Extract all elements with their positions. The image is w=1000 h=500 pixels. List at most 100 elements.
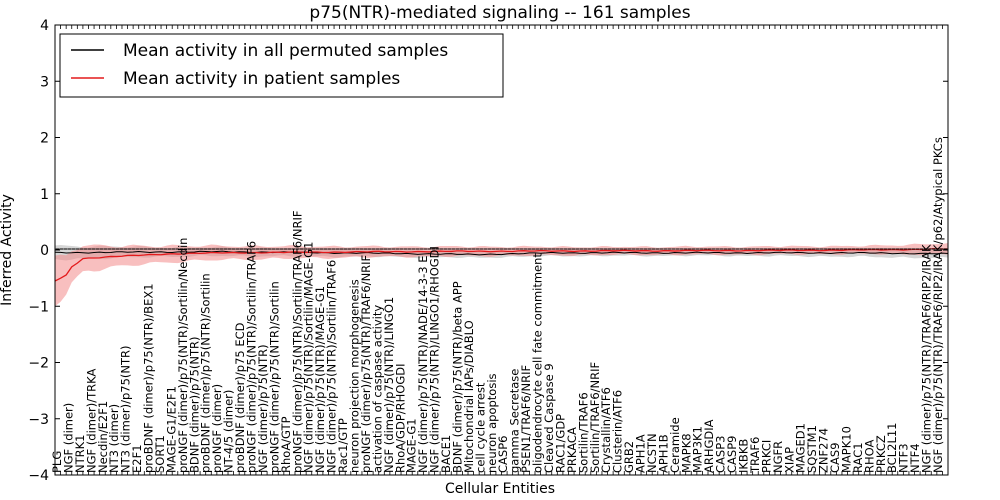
x-category-label: Cleaved Caspase 9 [542,363,556,473]
x-category-label: CAS9 [828,442,842,473]
y-tick-label: −2 [28,356,49,372]
x-category-label: proNGF (dimer)/p75(NTR)/Sortilin/TRAF6 [245,241,259,473]
legend-label-patient: Mean activity in patient samples [123,69,400,89]
x-category-label: BACE1 [439,435,453,473]
x-category-label: activation of caspase activity [370,305,384,473]
x-category-label: NGFR [771,441,785,473]
x-axis-label: Cellular Entities [445,481,555,497]
y-tick-label: 1 [40,187,49,203]
x-category-label: PSEN1/TRAF6/NRIF [519,365,533,473]
x-category-label: NTRK1 [73,435,87,473]
x-category-label: BCL2L11 [885,423,899,473]
y-axis-label: Inferred Activity [0,194,15,306]
x-category-label: NTF4 [908,443,922,473]
x-category-label: RAC1 [851,442,865,473]
x-category-label: Sortilin/TRAF6 [576,392,590,473]
x-category-label: NGF (dimer)/p75(NTR)/TRAF6/RIP2/IRAK [920,244,934,473]
x-category-label: PRKCZ [874,435,888,473]
y-tick-label: 2 [40,131,49,147]
x-category-label: proBDNF (dimer)/p75(NTR)/Sortilin [199,273,213,473]
x-category-label: proNGF (dimer)/p75(NTR)/Sortilin/Necdin [176,238,190,473]
x-category-label: Ceramide [668,417,682,473]
x-category-label: MAPK10 [839,426,853,473]
x-category-label: NGF (dimer)/p75(NTR)/NADE/14-3-3 E [416,256,430,473]
series-line-0 [54,250,949,256]
y-tick-label: −1 [28,299,49,315]
x-category-label: NGF (dimer)/p75(NTR) [256,344,270,473]
x-category-label: MAGE-G1 [405,418,419,473]
x-category-label: proNGF (dimer)/p75(NTR)/Sortilin [267,281,281,473]
x-category-label: NT-4/5 (dimer) [222,390,236,473]
x-category-label: NGF (dimer)/TRKA [84,369,98,473]
line-layer [54,248,949,282]
x-category-label: XIAP [782,447,796,473]
x-category-label: Mitochondrial IAPs/DIABLO [462,320,476,473]
x-category-label: neuron apoptosis [485,373,499,473]
legend: Mean activity in all permuted samples Me… [59,33,504,98]
x-category-label: E2F1 [130,444,144,473]
y-tick-label: −4 [28,468,49,484]
x-category-label: NGF (dimer)/p75(NTR)/Sortilin/TRAF6 [325,260,339,473]
x-category-label: cell cycle arrest [473,382,487,473]
x-category-label: Rac1/GTP [336,418,350,473]
x-category-label: APH1A [634,434,648,473]
x-category-label: oligodendrocyte cell fate commitment [531,253,545,473]
x-category-label: ZNF274 [817,428,831,473]
x-category-label: NGF (dimer) [61,403,75,473]
x-category-label: proNGF (dimer)/p75(NTR)/Sortilin/TRAF6/N… [290,211,304,473]
x-category-label: Crystallin/ATF6 [599,387,613,473]
x-category-label: CASP9 [725,436,739,473]
x-category-label: Necdin/E2F1 [96,401,110,473]
y-tick-label: 4 [40,18,49,34]
x-category-label: proNGF (dimer)/p75(NTR)/TRAF6/NRIF [359,255,373,473]
x-tick-layer [54,25,949,475]
x-category-label: RHOA [862,440,876,473]
x-category-label: PLG [50,451,64,473]
x-category-label: MAGED1 [794,423,808,473]
x-category-label: proBDNF (dimer)/p75 ECD [233,322,247,473]
y-tick-label: −3 [28,412,49,428]
x-category-label: SQSTM1 [805,425,819,473]
x-category-label: MAP3K1 [691,426,705,473]
x-category-label: ARHGDIA [702,419,716,473]
x-category-label: GRB2 [622,441,636,473]
x-category-label: proNGF (dimer) [210,384,224,473]
x-category-label: BDNF (dimer)/p75(NTR) [187,337,201,474]
y-tick-label: 3 [40,74,49,90]
x-category-label: NGF (dimer)/p75(NTR)/TRAF6/RIP2/IRAK/p62… [931,137,945,473]
x-category-label: PRKACA [565,427,579,473]
x-category-label: NT3 (dimer)/p75(NTR) [119,346,133,473]
x-category-label: neuron projection morphogenesis [347,279,361,473]
x-category-label: CASP6 [496,436,510,473]
x-category-label: TRAF6 [748,437,762,474]
x-category-label: SORT1 [153,435,167,473]
y-axis: −4 −3 −2 −1 0 1 2 3 4 [28,18,948,484]
x-category-label: gamma Secretase [508,369,522,473]
x-category-label: CASP3 [714,436,728,473]
x-category-label: NT3 (dimer) [107,404,121,473]
x-category-label: RhoA/GDP/RHOGDI [393,364,407,473]
series-line-1 [54,248,949,282]
x-category-label: Clusterin/ATF6 [611,390,625,473]
x-category-label: NGF (dimer)/p75(NTR)/MAGE-G1 [313,286,327,473]
x-category-label: IKBKB [736,439,750,473]
legend-box [59,33,504,98]
legend-label-permuted: Mean activity in all permuted samples [123,41,448,61]
x-category-label: PRKCI [759,440,773,473]
x-category-label: RhoA/GTP [279,416,293,473]
x-category-label: APH1B [656,434,670,473]
x-category-label: BDNF (dimer)/p75(NTR)/beta APP [450,281,464,473]
chart-title: p75(NTR)-mediated signaling -- 161 sampl… [309,3,690,23]
x-category-label: NTF3 [897,443,911,473]
x-category-label: MAGE-G1/E2F1 [164,386,178,473]
x-category-label: proBDNF (dimer)/p75(NTR)/BEX1 [142,283,156,473]
x-category-label: NGF (dimer)/p75(NTR)/LINGO1/RHOGDI [428,246,442,473]
x-category-label: RAC1/GDP [553,414,567,473]
x-category-label: Sortilin/TRAF6/NRIF [588,362,602,473]
x-category-label: NGF (dimer)/p75(NTR)/LINGO1 [382,297,396,473]
y-tick-label: 0 [40,243,49,259]
x-category-label: NCSTN [645,433,659,473]
x-category-label: NGF (dimer)/p75(NTR)/Sortilin/MAGE-G1 [302,242,316,473]
